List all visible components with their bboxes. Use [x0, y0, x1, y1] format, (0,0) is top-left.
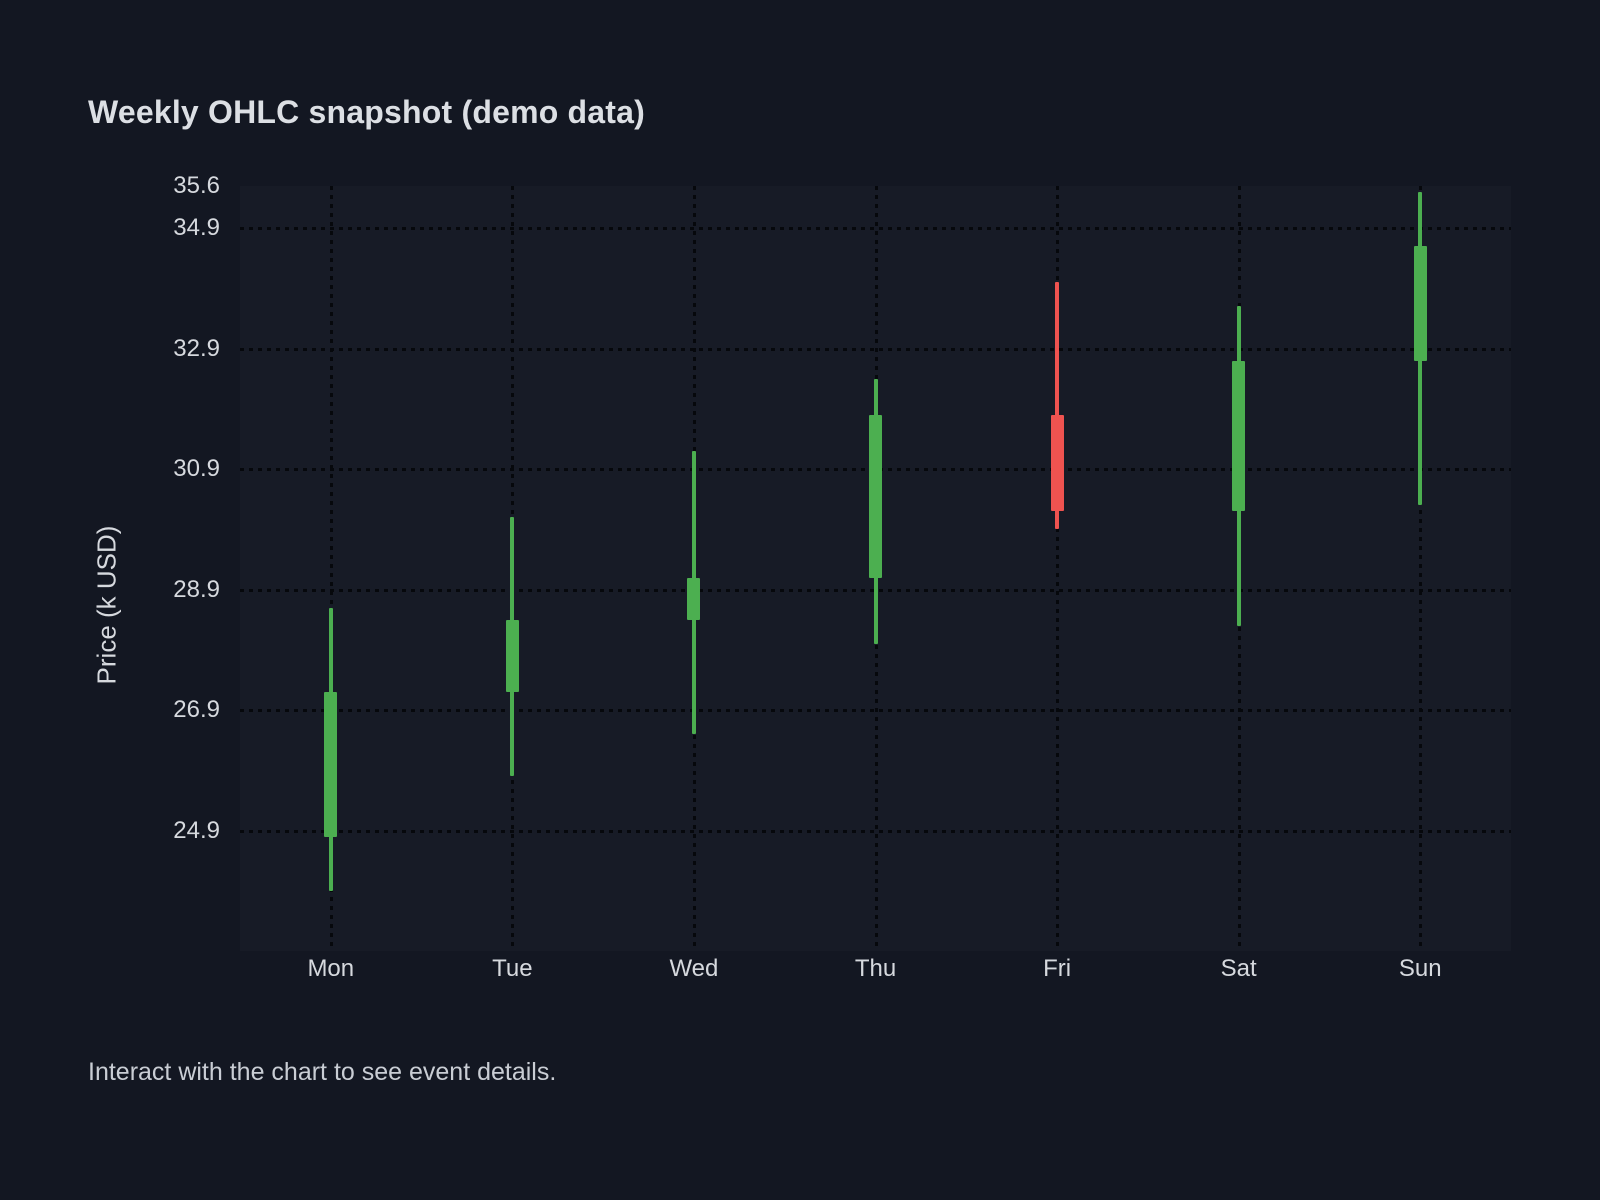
gridline-vertical	[1419, 186, 1423, 951]
candle-body-sun[interactable]	[1413, 246, 1427, 361]
gridline-horizontal	[240, 347, 1511, 351]
x-tick-label: Wed	[669, 955, 719, 982]
gridline-horizontal	[240, 227, 1511, 231]
x-tick-label: Tue	[492, 955, 533, 982]
x-tick-label: Sun	[1398, 955, 1442, 982]
gridline-vertical	[329, 186, 333, 951]
y-tick-label: 32.9	[173, 334, 220, 362]
y-axis-title: Price (k USD)	[91, 525, 122, 685]
x-tick-label: Sat	[1220, 955, 1257, 982]
gridline-horizontal	[240, 709, 1511, 713]
x-tick-label: Fri	[1043, 955, 1072, 982]
candle-body-fri[interactable]	[1050, 414, 1064, 512]
candle-body-tue[interactable]	[505, 619, 519, 692]
candle-wick-fri[interactable]	[1055, 282, 1060, 530]
candle-body-wed[interactable]	[687, 577, 701, 620]
chart-title: Weekly OHLC snapshot (demo data)	[88, 94, 646, 130]
y-tick-label: 34.9	[173, 214, 220, 242]
candle-body-thu[interactable]	[869, 414, 882, 578]
y-tick-label: 30.9	[173, 455, 220, 483]
plot-area[interactable]	[240, 186, 1511, 951]
y-tick-label: 28.9	[173, 575, 220, 603]
gridline-vertical	[1056, 186, 1060, 951]
footer-hint: Interact with the chart to see event det…	[88, 1058, 557, 1086]
candle-body-mon[interactable]	[324, 691, 338, 837]
y-tick-label: 24.9	[173, 816, 220, 844]
x-tick-label: Mon	[307, 955, 355, 982]
y-tick-label: 26.9	[173, 696, 220, 724]
gridline-horizontal	[240, 829, 1511, 833]
y-tick-label: 35.6	[173, 172, 220, 199]
candle-body-sat[interactable]	[1232, 360, 1246, 512]
x-tick-label: Thu	[854, 955, 897, 982]
